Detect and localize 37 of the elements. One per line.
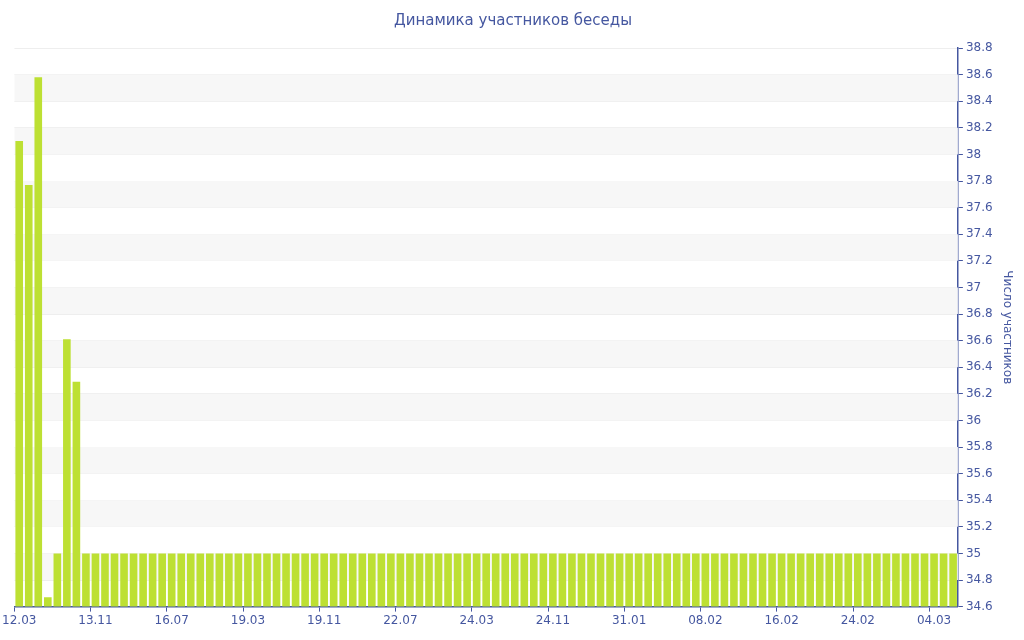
y-tick-label: 37.6 [965,199,993,214]
y-tick-label: 36.6 [965,332,993,347]
y-tick-label: 34.8 [965,572,993,587]
y-tick-label: 37 [965,279,982,294]
y-tick-label: 38.4 [965,93,993,108]
y-tick-label: 36 [965,412,982,427]
x-tick-label: 24.03 [459,612,494,627]
y-tick-label: 35.2 [965,518,993,533]
chart-title: Динамика участников беседы [393,10,633,29]
y-tick-label: 38 [965,146,982,161]
y-axis-title: Число участников [1000,270,1015,385]
y-tick-label: 35 [965,545,982,560]
y-tick-label: 38.8 [965,40,993,55]
y-tick-label: 38.2 [965,119,993,134]
y-tick-label: 36.2 [965,385,993,400]
x-tick-label: 31.01 [611,612,647,627]
x-tick-label: 24.02 [840,612,875,627]
y-tick-label: 37.4 [965,226,993,241]
y-tick-label: 35.4 [965,492,993,507]
x-tick-label: 04.03 [916,612,952,627]
x-tick-label: 22.07 [383,612,418,627]
x-tick-label: 16.02 [764,612,799,627]
y-tick-label: 35.6 [965,465,993,480]
y-tick-label: 34.6 [965,598,993,613]
x-tick-label: 13.11 [78,612,113,627]
y-tick-label: 37.8 [965,173,993,188]
y-tick-label: 36.4 [965,359,993,374]
y-tick-label: 36.8 [965,306,993,321]
x-tick-label: 24.11 [535,612,571,627]
x-tick-label: 12.03 [2,612,37,627]
y-tick-label: 38.6 [965,66,993,81]
y-tick-label: 37.2 [965,252,993,267]
y-tick-label: 35.8 [965,439,993,454]
x-tick-label: 08.02 [688,612,723,627]
x-tick-label: 19.03 [230,612,266,627]
x-tick-label: 19.11 [306,612,342,627]
x-tick-label: 16.07 [154,612,189,627]
